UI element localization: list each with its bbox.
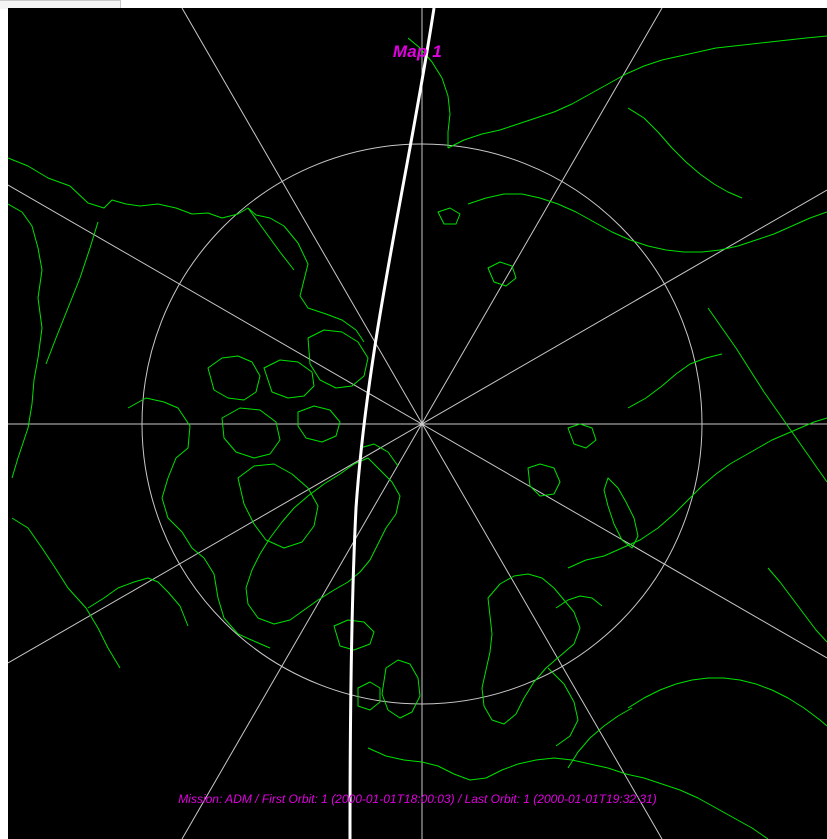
island-franz-josef — [567, 423, 597, 449]
coastline-canada-west — [11, 517, 121, 669]
meridian-line — [8, 189, 827, 664]
coastlines — [8, 35, 827, 839]
coastline-greenland-north — [359, 443, 399, 467]
map-canvas[interactable]: Map 1 Mission: ADM / First Orbit: 1 (200… — [8, 8, 827, 839]
map-svg — [8, 8, 827, 839]
island-novaya-zemlya — [603, 477, 639, 549]
coastline-hudson-bay — [127, 397, 271, 649]
coastline-russia-arctic — [567, 417, 827, 569]
border-russia — [707, 307, 827, 483]
map-caption: Mission: ADM / First Orbit: 1 (2000-01-0… — [178, 792, 657, 806]
border-europe-east — [627, 677, 827, 727]
coastline-bering — [407, 37, 451, 148]
coastline-alaska-west — [8, 203, 43, 479]
island-banks — [207, 355, 261, 401]
island-svalbard — [527, 463, 561, 497]
island-new-siberian — [487, 261, 517, 287]
coastline-britain — [381, 659, 421, 719]
meridian-line — [8, 184, 827, 659]
island-baffin — [237, 463, 319, 549]
coastline-siberia-north — [467, 193, 827, 253]
coastline-greenland — [245, 457, 401, 625]
island-devon — [297, 405, 341, 443]
border-central-europe — [567, 707, 633, 769]
graticule — [8, 8, 827, 839]
border-yukon — [247, 207, 295, 271]
island-melville — [263, 359, 315, 399]
coastline-europe — [367, 747, 769, 839]
tab-stub[interactable] — [0, 0, 121, 9]
coastline-kamchatka — [627, 107, 743, 199]
border-alaska-canada — [45, 221, 99, 365]
coastline-baltic — [547, 667, 579, 747]
coastline-alaska — [8, 157, 365, 343]
island-ellesmere — [307, 329, 369, 389]
coastline-kola — [555, 595, 603, 609]
island-victoria — [221, 407, 281, 459]
island-wrangel — [437, 207, 461, 225]
map-title: Map 1 — [392, 42, 443, 61]
coastline-taymyr — [627, 353, 723, 409]
border-mongolia — [767, 567, 827, 643]
ground-track — [348, 8, 436, 839]
coastline-chukotka — [447, 35, 827, 149]
coastline-scandinavia — [481, 573, 581, 725]
coastline-ireland — [357, 681, 381, 711]
latitude-circle — [141, 143, 703, 705]
coastline-labrador — [87, 577, 189, 627]
